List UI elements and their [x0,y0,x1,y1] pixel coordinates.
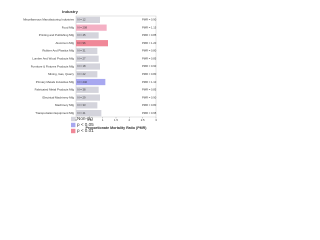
category-label: Food Mfg [62,25,75,29]
bar [76,78,106,86]
legend-swatch [71,122,76,128]
legend-label: Non-sig [77,116,93,121]
legend-swatch [71,116,76,122]
value-label: PMR = 0.80 [142,72,157,76]
n-label: N = 45 [78,33,86,37]
category-label: Electrical Machinery Mfg [43,95,75,99]
n-label: N = 33 [78,103,86,107]
value-label: PMR = 0.90 [142,18,157,22]
bar [76,32,99,39]
n-label: N = 27 [78,56,86,60]
value-label: PMR = 0.90 [142,64,157,68]
x-tick-label: 0.5 [87,118,91,122]
n-label: N = 240 [78,80,88,84]
value-label: PMR = 0.85 [142,33,157,37]
value-label: PMR = 1.10 [142,80,157,84]
value-label: PMR = 0.85 [142,88,157,92]
bar [76,40,108,47]
category-label: Printing and Publishing Mfg [39,33,75,37]
value-label: PMR = 0.80 [142,103,157,107]
bar [76,94,100,101]
x-tick-label: 3 [155,118,157,122]
category-label: Rubber And Plastics Mfg [42,49,74,53]
n-label: N = 22 [78,72,86,76]
legend-label: p < 0.01 [77,128,94,133]
category-label: Transportation Equipment Mfg [35,111,74,115]
category-label: Miscellaneous Manufacturing Industries [23,18,74,22]
value-label: PMR = 0.85 [142,56,157,60]
legend-label: p < 0.05 [77,122,94,127]
value-label: PMR = 1.15 [142,25,157,29]
x-tick-label: 0 [75,118,77,122]
bar [76,102,98,109]
x-tick-label: 2 [129,118,131,122]
value-label: PMR = 1.20 [142,41,157,45]
n-label: N = 41 [78,111,86,115]
bar [76,86,99,93]
category-label: Lumber And Wood Products Mfg [32,56,74,60]
value-label: PMR = 0.80 [142,49,157,53]
category-label: Mining, Gas, Quarry [48,72,74,76]
n-label: N = 12 [78,18,86,22]
n-label: N = 31 [78,49,86,53]
n-label: N = 38 [78,88,86,92]
x-axis-label: Proportionate Mortality Ratio (PMR) [86,126,148,130]
n-label: N = 208 [78,25,88,29]
category-label: Machinery Mfg [55,103,74,107]
legend-swatch [71,128,76,134]
page: Industry Proportionate Mortality Ratio (… [23,9,158,134]
x-tick-label: 1.5 [114,118,118,122]
bar [76,63,100,70]
bar [76,47,98,55]
bar [76,71,98,78]
value-label: PMR = 0.95 [142,111,157,115]
value-label: PMR = 0.90 [142,95,157,99]
category-label: Fabricated Metal Products Mfg [35,88,75,92]
bar [76,24,107,31]
n-label: N = 18 [78,64,86,68]
category-label: Aluminum Mfg [56,41,75,45]
chart-title: Industry [62,9,79,14]
n-label: N = 96 [78,41,86,45]
bar [76,16,100,23]
bar [76,110,102,117]
bar [76,55,99,62]
category-label: Furniture & Fixtures Products Mfg [31,64,75,68]
n-label: N = 29 [78,95,86,99]
x-tick-label: 2.5 [141,118,145,122]
chart: Industry Proportionate Mortality Ratio (… [23,9,157,134]
x-tick-label: 1 [102,118,104,122]
category-label: Primary Metals Industries Mfg [36,80,75,84]
